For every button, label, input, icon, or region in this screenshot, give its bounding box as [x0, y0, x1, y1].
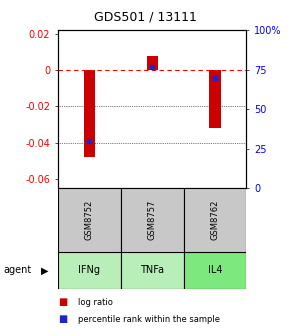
- Point: [213, 75, 218, 80]
- Text: ▶: ▶: [41, 265, 48, 276]
- Text: percentile rank within the sample: percentile rank within the sample: [78, 315, 220, 324]
- Bar: [184, 188, 246, 252]
- Bar: [121, 188, 184, 252]
- Bar: [209, 70, 221, 128]
- Bar: [58, 252, 121, 289]
- Text: GDS501 / 13111: GDS501 / 13111: [94, 10, 196, 23]
- Bar: [84, 70, 95, 157]
- Text: IL4: IL4: [208, 265, 222, 276]
- Bar: [146, 56, 158, 70]
- Text: GSM8757: GSM8757: [148, 200, 157, 240]
- Text: ■: ■: [58, 314, 67, 324]
- Text: GSM8752: GSM8752: [85, 200, 94, 240]
- Bar: [184, 252, 246, 289]
- Text: GSM8762: GSM8762: [211, 200, 220, 240]
- Text: log ratio: log ratio: [78, 298, 113, 307]
- Point: [150, 64, 155, 69]
- Text: TNFa: TNFa: [140, 265, 164, 276]
- Bar: [121, 252, 184, 289]
- Text: IFNg: IFNg: [78, 265, 100, 276]
- Bar: [58, 188, 121, 252]
- Text: ■: ■: [58, 297, 67, 307]
- Point: [87, 138, 92, 143]
- Text: agent: agent: [3, 265, 31, 276]
